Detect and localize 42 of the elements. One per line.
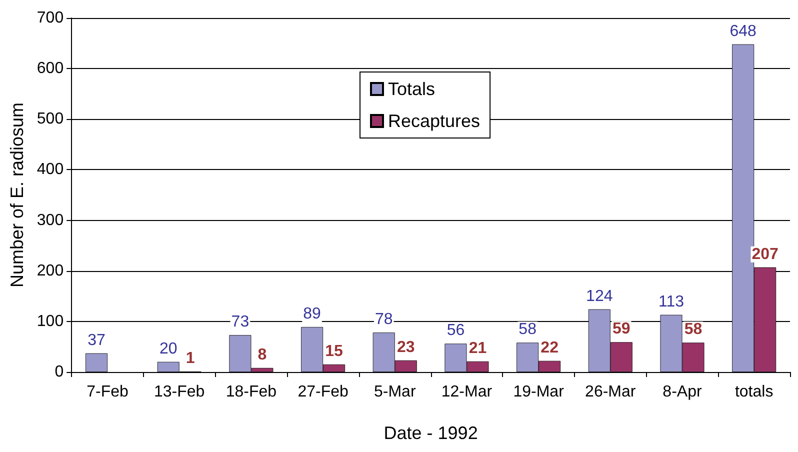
y-tick-label: 700 bbox=[36, 10, 64, 26]
data-label: 15 bbox=[325, 342, 344, 360]
data-label: 20 bbox=[159, 340, 178, 358]
x-tick-label: 19-Mar bbox=[513, 384, 565, 400]
data-label: 73 bbox=[231, 314, 250, 331]
x-tick-label: 5-Mar bbox=[374, 384, 416, 400]
x-axis-title: Date - 1992 bbox=[384, 423, 478, 443]
data-label: 37 bbox=[88, 332, 106, 349]
x-tick-label: 18-Feb bbox=[226, 384, 277, 400]
x-tick-label: 13-Feb bbox=[154, 384, 205, 400]
data-label: 58 bbox=[684, 321, 702, 338]
y-tick-label: 300 bbox=[36, 212, 64, 229]
data-label: 1 bbox=[186, 350, 195, 367]
data-label: 89 bbox=[303, 305, 322, 322]
y-tick-label: 100 bbox=[36, 312, 64, 330]
x-tick-label: totals bbox=[734, 384, 774, 400]
y-axis-title: Number of E. radiosum bbox=[7, 102, 27, 288]
y-tick-label: 0 bbox=[54, 364, 64, 380]
data-label: 21 bbox=[468, 340, 487, 357]
y-tick-label: 200 bbox=[36, 262, 64, 280]
y-tick-label: 600 bbox=[36, 60, 64, 78]
data-label: 23 bbox=[396, 338, 415, 356]
y-tick-label: 400 bbox=[36, 161, 64, 178]
y-tick-label: 500 bbox=[36, 110, 64, 128]
x-tick-label: 27-Feb bbox=[298, 384, 348, 400]
x-tick-label: 8-Apr bbox=[662, 384, 702, 400]
data-label: 648 bbox=[730, 22, 757, 40]
data-label: 22 bbox=[540, 339, 559, 356]
x-tick-label: 7-Feb bbox=[86, 384, 129, 400]
data-label: 59 bbox=[612, 320, 630, 338]
data-label: 8 bbox=[258, 346, 267, 364]
bar bbox=[86, 353, 108, 372]
data-label: 207 bbox=[752, 246, 779, 263]
legend-label: Recaptures bbox=[388, 111, 480, 131]
x-tick-label: 12-Mar bbox=[441, 384, 493, 400]
data-label: 124 bbox=[586, 288, 613, 305]
data-label: 56 bbox=[446, 322, 465, 340]
data-label: 58 bbox=[518, 321, 537, 338]
x-tick-label: 26-Mar bbox=[585, 384, 636, 400]
data-label: 113 bbox=[658, 293, 684, 310]
legend-label: Totals bbox=[388, 79, 436, 99]
data-label: 78 bbox=[374, 311, 393, 328]
